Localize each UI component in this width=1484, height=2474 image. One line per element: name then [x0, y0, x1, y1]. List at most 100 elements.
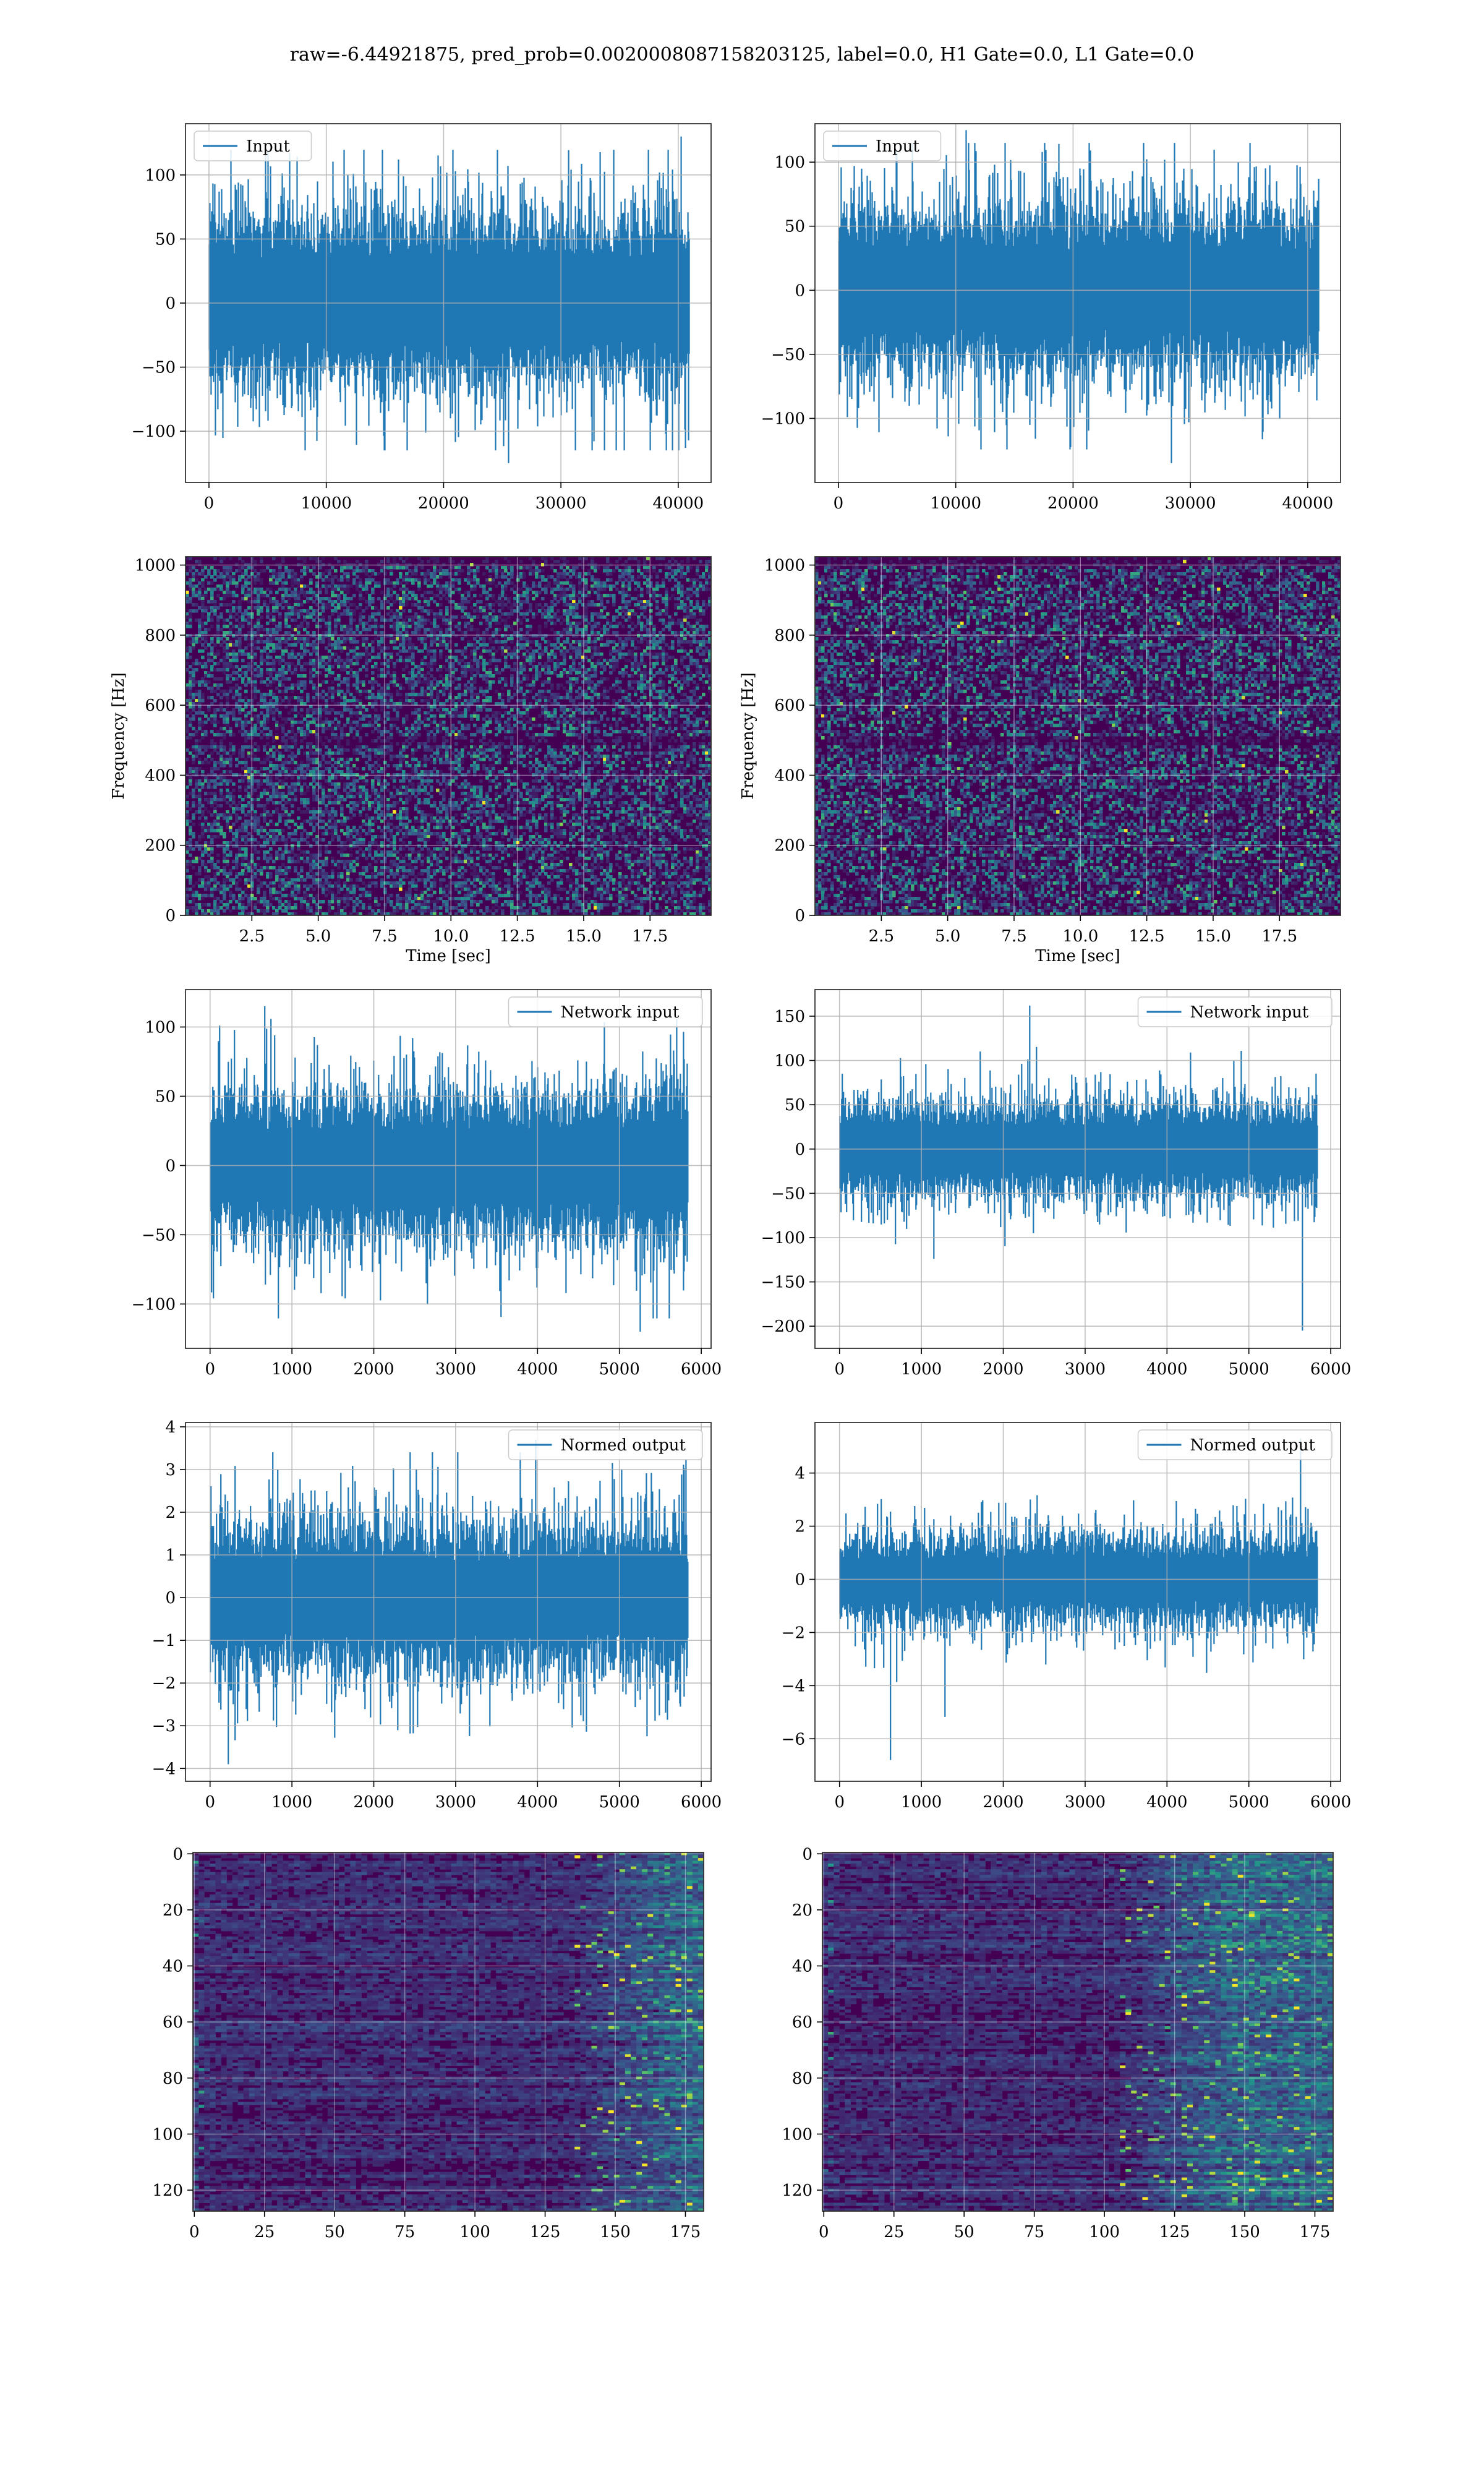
- heatmap-cell: [192, 727, 195, 730]
- heatmap-cell: [257, 609, 260, 613]
- heatmap-cell: [643, 575, 647, 579]
- heatmap-cell: [581, 575, 585, 579]
- heatmap-cell: [433, 640, 437, 644]
- heatmap-cell: [303, 584, 307, 588]
- heatmap-cell: [628, 572, 631, 576]
- heatmap-cell: [408, 563, 412, 567]
- heatmap-cell: [380, 717, 384, 721]
- heatmap-cell: [408, 609, 412, 613]
- heatmap-cell: [377, 612, 381, 616]
- heatmap-cell: [244, 696, 248, 700]
- heatmap-cell: [522, 637, 526, 641]
- heatmap-cell: [189, 609, 192, 613]
- heatmap-cell: [522, 653, 526, 656]
- heatmap-cell: [522, 634, 526, 638]
- heatmap-cell: [705, 665, 709, 669]
- heatmap-cell: [318, 618, 322, 622]
- heatmap-cell: [405, 659, 409, 662]
- heatmap-cell: [550, 659, 554, 662]
- heatmap-cell: [556, 637, 560, 641]
- heatmap-cell: [396, 690, 399, 693]
- heatmap-cell: [485, 699, 489, 703]
- heatmap-cell: [436, 690, 440, 693]
- heatmap-cell: [674, 721, 678, 724]
- heatmap-cell: [646, 671, 650, 675]
- heatmap-cell: [569, 646, 573, 650]
- heatmap-cell: [467, 578, 471, 582]
- heatmap-cell: [201, 677, 205, 681]
- heatmap-cell: [337, 594, 341, 597]
- heatmap-cell: [186, 721, 189, 724]
- heatmap-cell: [272, 646, 276, 650]
- heatmap-cell: [266, 643, 270, 647]
- heatmap-cell: [569, 609, 573, 613]
- heatmap-cell: [575, 625, 579, 628]
- heatmap-cell: [507, 727, 511, 730]
- heatmap-cell: [563, 668, 566, 672]
- heatmap-cell: [621, 656, 625, 659]
- heatmap-cell: [643, 615, 647, 619]
- heatmap-cell: [473, 699, 477, 703]
- heatmap-cell: [553, 708, 557, 712]
- heatmap-cell: [269, 581, 273, 585]
- heatmap-cell: [374, 714, 378, 718]
- heatmap-cell: [235, 640, 239, 644]
- heatmap-cell: [464, 631, 467, 635]
- heatmap-cell: [544, 603, 548, 607]
- heatmap-cell: [318, 600, 322, 604]
- heatmap-cell: [513, 591, 517, 594]
- heatmap-cell: [278, 683, 282, 687]
- heatmap-cell: [699, 640, 702, 644]
- heatmap-cell: [470, 659, 474, 662]
- heatmap-cell: [362, 683, 365, 687]
- heatmap-cell: [374, 628, 378, 631]
- heatmap-cell: [544, 717, 548, 721]
- heatmap-cell: [581, 690, 585, 693]
- heatmap-cell: [368, 578, 372, 582]
- heatmap-cell: [671, 622, 675, 625]
- heatmap-cell: [659, 557, 662, 560]
- heatmap-cell: [399, 615, 403, 619]
- heatmap-cell: [637, 560, 641, 563]
- heatmap-cell: [529, 625, 532, 628]
- heatmap-cell: [275, 721, 279, 724]
- heatmap-cell: [541, 708, 545, 712]
- heatmap-cell: [189, 622, 192, 625]
- heatmap-cell: [405, 730, 409, 734]
- heatmap-cell: [628, 631, 631, 635]
- heatmap-cell: [352, 609, 356, 613]
- heatmap-cell: [334, 584, 338, 588]
- heatmap-cell: [501, 699, 505, 703]
- heatmap-cell: [587, 634, 591, 638]
- heatmap-cell: [603, 594, 607, 597]
- heatmap-cell: [247, 730, 251, 734]
- heatmap-cell: [359, 668, 362, 672]
- heatmap-cell: [297, 628, 301, 631]
- heatmap-cell: [349, 649, 353, 653]
- heatmap-cell: [578, 696, 582, 700]
- heatmap-cell: [266, 727, 270, 730]
- heatmap-cell: [461, 597, 464, 601]
- heatmap-cell: [674, 717, 678, 721]
- heatmap-cell: [587, 727, 591, 730]
- heatmap-cell: [587, 721, 591, 724]
- heatmap-cell: [473, 615, 477, 619]
- heatmap-cell: [337, 612, 341, 616]
- heatmap-cell: [220, 603, 223, 607]
- heatmap-cell: [235, 656, 239, 659]
- heatmap-cell: [445, 646, 449, 650]
- heatmap-cell: [186, 668, 189, 672]
- heatmap-cell: [631, 668, 634, 672]
- heatmap-cell: [553, 653, 557, 656]
- heatmap-cell: [241, 597, 245, 601]
- heatmap-cell: [331, 566, 335, 570]
- heatmap-cell: [300, 603, 304, 607]
- heatmap-cell: [454, 572, 458, 576]
- heatmap-cell: [454, 606, 458, 610]
- heatmap-cell: [680, 662, 684, 666]
- heatmap-cell: [402, 646, 406, 650]
- heatmap-cell: [606, 696, 610, 700]
- heatmap-cell: [272, 705, 276, 709]
- heatmap-cell: [634, 646, 638, 650]
- heatmap-cell: [352, 721, 356, 724]
